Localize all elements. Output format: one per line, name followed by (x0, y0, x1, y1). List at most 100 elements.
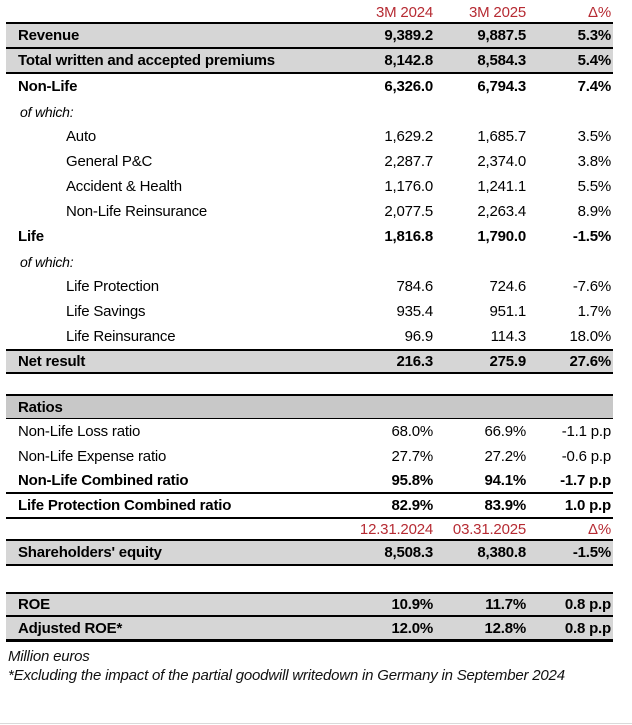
row-nonlife-combined-ratio-value-col2: 94.1% (484, 472, 526, 489)
row-life-value-col2: 1,790.0 (477, 228, 526, 245)
row-net-result-value-col3: 27.6% (569, 353, 611, 370)
row-nonlife-reinsurance-label: Non-Life Reinsurance (66, 204, 208, 219)
column-header-period-value-col1: 3M 2024 (376, 3, 433, 21)
row-nonlife-reinsurance-value-col3: 8.9% (577, 203, 612, 220)
row-nonlife-expense-ratio-value-col2: 27.2% (484, 448, 526, 465)
row-life-label: Life (18, 229, 44, 244)
column-header-dates-value-col3: Δ% (588, 520, 611, 538)
row-nonlife-loss-ratio-value-col2: 66.9% (484, 423, 526, 440)
row-nonlife-expense-ratio-label: Non-Life Expense ratio (18, 449, 167, 464)
row-roe-value-col1: 10.9% (391, 596, 433, 613)
row-nonlife-combined-ratio-label: Non-Life Combined ratio (18, 473, 189, 488)
column-header-period-value-col3: Δ% (588, 3, 611, 21)
column-header-period-value-col2: 3M 2025 (469, 3, 526, 21)
row-shareholders-equity: Shareholders' equity 8,508.3 8,380.8 -1.5% (6, 541, 613, 566)
column-header-dates-value-col1: 12.31.2024 (359, 520, 433, 538)
row-nonlife-expense-ratio: Non-Life Expense ratio 27.7% 27.2% -0.6 p.p (6, 444, 613, 469)
row-life-reinsurance-value-col1: 96.9 (404, 328, 434, 345)
row-life-protection-combined-ratio-value-col1: 82.9% (391, 497, 433, 514)
row-life-savings-label: Life Savings (66, 304, 146, 319)
row-nonlife-combined-ratio: Non-Life Combined ratio 95.8% 94.1% -1.7 p.… (6, 469, 613, 494)
row-general-pc-value-col1: 2,287.7 (384, 153, 433, 170)
column-header-period: 3M 2024 3M 2025 Δ% (6, 2, 613, 24)
row-nonlife-combined-ratio-value-col1: 95.8% (391, 472, 433, 489)
row-adjusted-roe-value-col1: 12.0% (391, 619, 433, 637)
row-accident-health-value-col3: 5.5% (577, 178, 612, 195)
row-of-which-nonlife-label: of which: (20, 104, 74, 119)
row-net-result-value-col2: 275.9 (489, 353, 526, 370)
row-of-which-life-label: of which: (20, 254, 74, 269)
row-auto-label: Auto (66, 129, 97, 144)
row-life-protection-value-col3: -7.6% (572, 278, 611, 295)
row-roe-value-col2: 11.7% (485, 596, 526, 613)
footnotes: Million euros *Excluding the impact of t… (8, 647, 632, 685)
row-general-pc-label: General P&C (66, 154, 153, 169)
row-adjusted-roe-label: Adjusted ROE* (18, 620, 123, 636)
row-shareholders-equity-value-col3: -1.5% (572, 544, 611, 561)
row-life-protection: Life Protection 784.6 724.6 -7.6% (6, 274, 613, 299)
row-life-protection-combined-ratio-value-col3: 1.0 p.p (564, 497, 611, 514)
row-shareholders-equity-value-col2: 8,380.8 (477, 544, 526, 561)
row-revenue-value-col3: 5.3% (577, 27, 612, 44)
row-nonlife-loss-ratio-value-col1: 68.0% (391, 423, 433, 440)
row-nonlife-reinsurance-value-col1: 2,077.5 (384, 203, 433, 220)
row-life-reinsurance-value-col2: 114.3 (490, 328, 527, 345)
row-life-value-col3: -1.5% (572, 228, 611, 245)
row-life-protection-value-col2: 724.6 (489, 278, 526, 295)
row-net-result-label: Net result (18, 354, 86, 369)
row-life-protection-combined-ratio: Life Protection Combined ratio 82.9% 83.9%… (6, 494, 613, 519)
row-revenue-label: Revenue (18, 28, 80, 43)
row-auto-value-col3: 3.5% (577, 128, 612, 145)
row-life-savings-value-col1: 935.4 (396, 303, 433, 320)
row-nonlife-combined-ratio-value-col3: -1.7 p.p (560, 472, 611, 489)
financial-table: 3M 2024 3M 2025 Δ% Revenue 9,389.2 9,887.5 5.3… (6, 2, 613, 642)
row-adjusted-roe: Adjusted ROE* 12.0% 12.8% 0.8 p.p (6, 617, 613, 642)
row-general-pc-value-col3: 3.8% (577, 153, 612, 170)
row-life-savings-value-col2: 951.1 (489, 303, 526, 320)
row-nonlife-reinsurance-value-col2: 2,263.4 (477, 203, 526, 220)
row-net-result: Net result 216.3 275.9 27.6% (6, 349, 613, 374)
row-non-life: Non-Life 6,326.0 6,794.3 7.4% (6, 74, 613, 99)
row-life-reinsurance: Life Reinsurance 96.9 114.3 18.0% (6, 324, 613, 349)
column-header-dates-value-col2: 03.31.2025 (452, 520, 526, 538)
row-life-protection-label: Life Protection (66, 279, 159, 294)
row-accident-health-value-col1: 1,176.0 (384, 178, 433, 195)
row-auto: Auto 1,629.2 1,685.7 3.5% (6, 124, 613, 149)
row-non-life-value-col1: 6,326.0 (384, 78, 433, 95)
row-nonlife-expense-ratio-value-col1: 27.7% (391, 448, 433, 465)
row-shareholders-equity-value-col1: 8,508.3 (384, 544, 433, 561)
row-total-premiums: Total written and accepted premiums 8,142… (6, 49, 613, 74)
row-auto-value-col1: 1,629.2 (384, 128, 433, 145)
row-roe-value-col3: 0.8 p.p (564, 596, 611, 613)
row-of-which-life: of which: (6, 249, 613, 274)
row-shareholders-equity-label: Shareholders' equity (18, 545, 162, 560)
row-total-premiums-label: Total written and accepted premiums (18, 53, 275, 68)
row-ratios-header: Ratios (6, 394, 613, 419)
row-roe-label: ROE (18, 597, 50, 612)
row-life-protection-combined-ratio-value-col2: 83.9% (484, 497, 526, 514)
row-life-reinsurance-label: Life Reinsurance (66, 329, 176, 344)
row-accident-health: Accident & Health 1,176.0 1,241.1 5.5% (6, 174, 613, 199)
page-bottom-divider (0, 723, 632, 724)
row-total-premiums-value-col2: 8,584.3 (477, 52, 526, 69)
row-non-life-value-col3: 7.4% (577, 78, 612, 95)
row-auto-value-col2: 1,685.7 (477, 128, 526, 145)
row-life: Life 1,816.8 1,790.0 -1.5% (6, 224, 613, 249)
row-nonlife-loss-ratio-value-col3: -1.1 p.p (561, 423, 611, 440)
row-accident-health-value-col2: 1,241.1 (477, 178, 526, 195)
row-life-protection-combined-ratio-label: Life Protection Combined ratio (18, 498, 232, 513)
row-nonlife-reinsurance: Non-Life Reinsurance 2,077.5 2,263.4 8.9% (6, 199, 613, 224)
row-non-life-value-col2: 6,794.3 (477, 78, 526, 95)
footnote-units: Million euros (8, 648, 90, 665)
spacer-after-net-result (6, 374, 613, 394)
footnote-adjusted-roe: *Excluding the impact of the partial goo… (8, 667, 565, 684)
row-life-reinsurance-value-col3: 18.0% (569, 328, 611, 345)
row-general-pc: General P&C 2,287.7 2,374.0 3.8% (6, 149, 613, 174)
row-total-premiums-value-col1: 8,142.8 (384, 52, 433, 69)
row-general-pc-value-col2: 2,374.0 (477, 153, 526, 170)
spacer-after-equity (6, 566, 613, 592)
row-total-premiums-value-col3: 5.4% (577, 52, 612, 69)
row-revenue: Revenue 9,389.2 9,887.5 5.3% (6, 24, 613, 49)
row-nonlife-loss-ratio: Non-Life Loss ratio 68.0% 66.9% -1.1 p.p (6, 419, 613, 444)
column-header-dates: 12.31.2024 03.31.2025 Δ% (6, 519, 613, 541)
